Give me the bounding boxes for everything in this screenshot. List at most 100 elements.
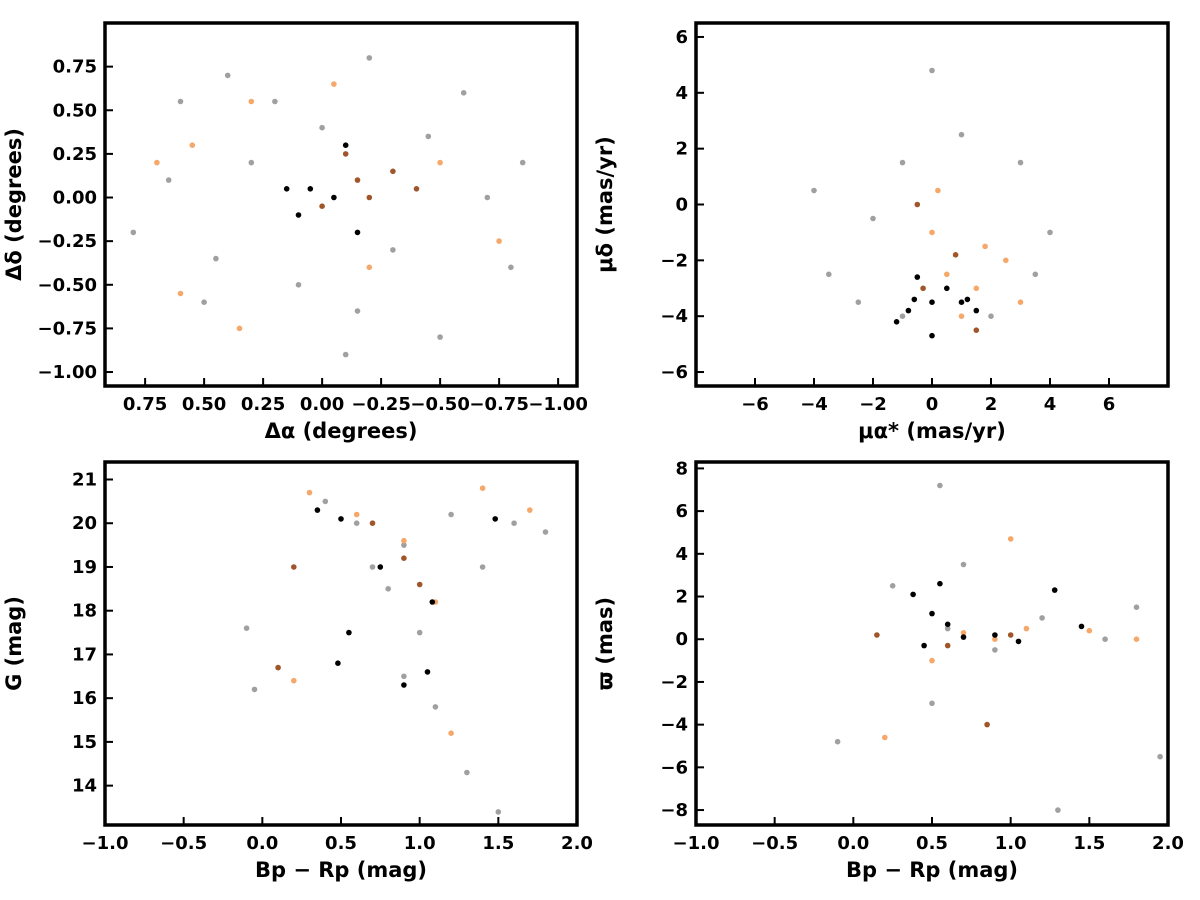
data-point: [929, 332, 935, 339]
sky-position-ticks: 0.75 0.50 0.25 0.00 −0.25 −0.50 −0.75 −1.00−1.0…: [38, 57, 588, 415]
data-point: [1007, 536, 1014, 542]
data-point: [342, 151, 349, 157]
data-point: [448, 730, 454, 736]
data-point: [929, 229, 935, 236]
data-point: [882, 734, 888, 741]
data-point: [390, 247, 396, 253]
data-point: [369, 564, 376, 570]
data-point: [291, 564, 297, 570]
data-point: [1039, 615, 1045, 621]
data-point: [973, 285, 980, 292]
x-tick-label: 2: [985, 394, 998, 415]
x-tick-label: 0.0: [246, 833, 278, 854]
data-point: [484, 194, 491, 201]
y-tick-label: −0.50: [38, 275, 98, 296]
y-tick-label: 17: [72, 644, 97, 665]
y-tick-label: 4: [675, 83, 688, 104]
data-point: [910, 591, 916, 598]
x-tick-label: 4: [1044, 394, 1057, 415]
data-point: [479, 485, 486, 492]
data-point: [460, 90, 467, 96]
x-tick-label: −0.50: [410, 394, 470, 415]
y-tick-label: 2: [675, 587, 688, 608]
color-magnitude-points: [243, 485, 549, 815]
data-point: [306, 489, 313, 496]
data-point: [416, 629, 423, 636]
data-point: [944, 642, 951, 649]
x-tick-label: 6: [1103, 394, 1116, 415]
color-parallax-x-axis-label: Bp − Rp (mag): [846, 858, 1018, 882]
data-point: [354, 177, 361, 183]
y-tick-label: −2: [660, 672, 688, 693]
data-point: [834, 738, 841, 745]
data-point: [508, 264, 514, 271]
proper-motion-points: [811, 67, 1053, 339]
data-point: [377, 564, 384, 570]
x-tick-label: 1.5: [1073, 833, 1105, 854]
data-point: [1003, 257, 1009, 264]
x-tick-label: −6: [741, 394, 769, 415]
data-point: [425, 133, 432, 140]
data-point: [905, 307, 912, 314]
data-point: [1032, 271, 1039, 278]
data-point: [958, 299, 965, 306]
data-point: [937, 482, 943, 489]
data-point: [496, 238, 502, 244]
color-magnitude-ticks: −1.0 −0.5 0.0 0.5 1.0 1.5 2.0 14 15 16 17 18 19 20 21: [72, 469, 593, 854]
data-point: [248, 98, 255, 105]
y-tick-label: −1.00: [38, 362, 98, 383]
data-point: [1047, 229, 1053, 236]
data-point: [519, 159, 526, 166]
proper-motion-ticks: −6 −4 −2 0 2 4 6 −6 −4 −2 0 2 4 6: [660, 27, 1115, 415]
y-tick-label: 21: [72, 469, 97, 490]
data-point: [251, 686, 258, 693]
y-tick-label: 20: [72, 513, 97, 534]
data-point: [366, 194, 373, 201]
data-point: [937, 580, 943, 587]
data-point: [914, 274, 921, 280]
data-point: [335, 660, 341, 666]
data-point: [944, 271, 950, 278]
x-tick-label: −0.5: [751, 833, 798, 854]
data-point: [342, 142, 349, 148]
data-point: [855, 299, 862, 306]
data-point: [1051, 587, 1058, 593]
data-point: [899, 159, 906, 166]
y-tick-label: 16: [72, 688, 97, 709]
panel-color-parallax: −1.0 −0.5 0.0 0.5 1.0 1.5 2.0 −8 −6 −4 −2 0 2 4 6 8 Bp …: [593, 458, 1184, 882]
y-tick-label: 0.50: [53, 100, 97, 121]
data-point: [944, 285, 950, 292]
data-point: [960, 561, 967, 568]
x-tick-label: 2.0: [561, 833, 593, 854]
data-point: [283, 186, 290, 192]
y-tick-label: 0: [675, 629, 688, 650]
data-point: [1078, 623, 1085, 630]
data-point: [958, 131, 965, 138]
data-point: [401, 673, 407, 680]
data-point: [307, 186, 314, 192]
x-tick-label: −4: [800, 394, 828, 415]
x-tick-label: 0.75: [123, 394, 167, 415]
data-point: [870, 215, 876, 222]
data-point: [929, 657, 935, 664]
data-point: [973, 307, 980, 314]
data-point: [527, 507, 533, 513]
data-point: [401, 542, 407, 548]
proper-motion-x-axis-label: μα* (mas/yr): [858, 419, 1006, 443]
data-point: [437, 159, 443, 166]
data-point: [992, 632, 998, 638]
data-point: [960, 634, 967, 640]
data-point: [319, 124, 325, 131]
data-point: [338, 516, 344, 522]
x-tick-label: 1.5: [482, 833, 514, 854]
data-point: [495, 809, 502, 815]
color-parallax-points: [834, 482, 1163, 813]
y-tick-label: 19: [72, 557, 97, 578]
sky-position-points: [130, 55, 526, 358]
data-point: [492, 516, 499, 522]
data-point: [275, 664, 281, 671]
panel-color-magnitude: −1.0 −0.5 0.0 0.5 1.0 1.5 2.01415161718192021 …: [2, 460, 593, 882]
y-tick-label: −8: [660, 800, 688, 821]
x-tick-label: −0.5: [160, 833, 207, 854]
data-point: [369, 520, 376, 526]
